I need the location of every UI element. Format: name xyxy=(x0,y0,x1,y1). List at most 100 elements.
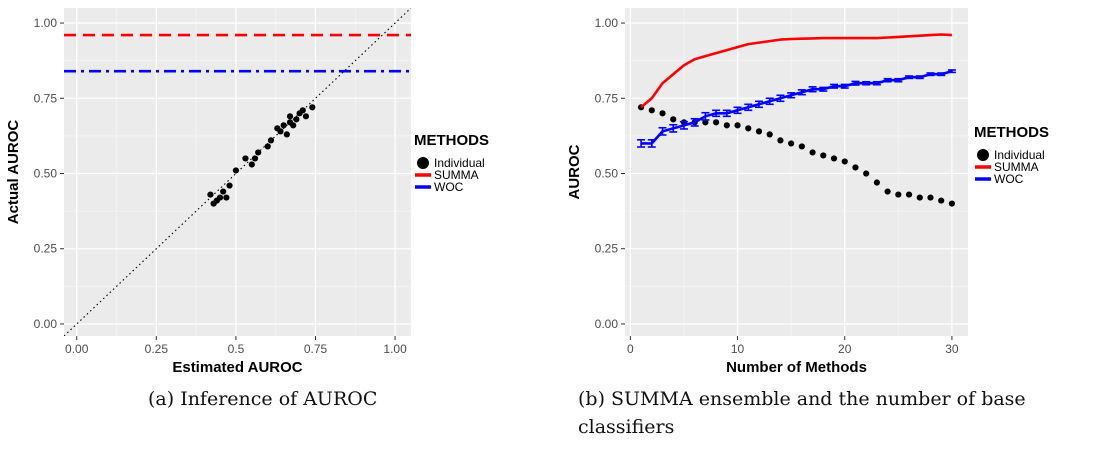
data-point xyxy=(820,152,827,159)
data-point xyxy=(299,107,306,114)
x-tick-label: 20 xyxy=(838,342,852,356)
plot-area xyxy=(637,33,956,207)
error-bar xyxy=(915,75,924,80)
legend-item-woc: WOC xyxy=(975,172,1024,186)
chart-a: 0.00 0.25 0.5 0.75 1.00 0.00 0.25 0.50 0.75 1.00 E… xyxy=(5,8,489,376)
data-point xyxy=(755,128,763,135)
y-tick-label: 0.25 xyxy=(595,242,619,256)
legend-item-individual: Individual xyxy=(977,148,1045,162)
y-tick-label: 1.00 xyxy=(595,16,619,30)
legend-label: WOC xyxy=(434,180,464,194)
data-point xyxy=(723,122,730,129)
data-point xyxy=(852,164,859,171)
error-bar xyxy=(647,139,656,148)
y-tick-label: 0.25 xyxy=(34,242,58,256)
data-point xyxy=(248,161,255,168)
error-bar xyxy=(658,126,667,136)
data-point xyxy=(745,125,752,132)
plot-background xyxy=(625,8,968,336)
data-point xyxy=(734,122,741,129)
data-point xyxy=(286,113,294,120)
data-point xyxy=(283,131,290,138)
error-bar xyxy=(744,103,753,112)
error-bar xyxy=(637,139,646,148)
y-tick-label: 0.50 xyxy=(595,167,619,181)
data-point xyxy=(788,140,795,147)
data-point xyxy=(777,137,784,144)
error-bar xyxy=(872,80,881,86)
legend-label: WOC xyxy=(994,172,1024,186)
legend-item-summa: SUMMA xyxy=(415,168,479,182)
plot-area xyxy=(64,8,411,336)
y-tick-label: 0.75 xyxy=(595,91,619,105)
caption-b-line1: (b) SUMMA ensemble and the number of bas… xyxy=(578,388,1026,410)
data-point xyxy=(232,167,240,174)
error-bar xyxy=(765,97,774,106)
data-point xyxy=(713,119,720,126)
data-point xyxy=(277,128,284,135)
series-summa-line xyxy=(640,33,952,109)
data-point xyxy=(905,191,913,198)
data-point xyxy=(841,158,848,165)
error-bar xyxy=(851,80,860,86)
legend-item-woc: WOC xyxy=(415,180,464,194)
error-bar xyxy=(840,83,849,89)
data-point xyxy=(702,119,709,126)
chart-b: 0 10 20 30 0.00 0.25 0.50 0.75 1.00 Number of Met… xyxy=(566,8,1049,376)
data-point xyxy=(659,110,666,117)
x-tick-label: 0.5 xyxy=(228,342,245,356)
data-point xyxy=(264,143,271,150)
x-tick-label: 30 xyxy=(945,342,959,356)
data-point xyxy=(220,188,227,195)
data-point xyxy=(309,104,316,111)
error-bar xyxy=(819,86,828,92)
x-tick-label: 1.00 xyxy=(383,342,407,356)
x-tick-label: 0 xyxy=(627,342,634,356)
data-point xyxy=(873,179,880,186)
data-point xyxy=(290,122,297,129)
y-tick-label: 0.00 xyxy=(34,317,58,331)
caption-b-line2: classifiers xyxy=(578,416,674,438)
legend-item-summa: SUMMA xyxy=(975,160,1039,174)
y-tick-label: 1.00 xyxy=(34,16,58,30)
data-point xyxy=(293,116,300,123)
error-bar xyxy=(883,77,892,83)
data-point xyxy=(242,155,249,162)
error-bar xyxy=(776,94,785,103)
error-bar xyxy=(862,80,871,86)
x-tick-label: 0.25 xyxy=(145,342,169,356)
series-woc-line xyxy=(641,69,953,145)
data-point xyxy=(267,137,275,144)
error-bar xyxy=(669,123,678,133)
y-tick-label: 0.75 xyxy=(34,91,58,105)
y-tick-label: 0.00 xyxy=(595,317,619,331)
error-bar xyxy=(701,111,710,121)
x-axis-title: Number of Methods xyxy=(726,359,867,376)
data-point xyxy=(895,191,902,198)
data-point xyxy=(255,149,262,156)
data-point xyxy=(809,149,816,156)
legend-key-point xyxy=(417,157,429,169)
legend-title: METHODS xyxy=(414,132,489,149)
data-point xyxy=(216,194,224,201)
data-point xyxy=(863,170,870,177)
error-bar xyxy=(754,100,763,109)
x-tick-label: 0.00 xyxy=(65,342,89,356)
legend-key-point xyxy=(977,149,989,161)
x-axis-title: Estimated AUROC xyxy=(172,359,302,376)
error-bar xyxy=(830,83,839,89)
x-tick-label: 0.75 xyxy=(304,342,328,356)
data-point xyxy=(938,197,945,204)
data-point xyxy=(916,194,923,201)
legend-label: Individual xyxy=(994,148,1045,162)
data-point xyxy=(251,155,259,162)
error-bar xyxy=(808,86,817,93)
data-point xyxy=(223,194,230,201)
error-bar xyxy=(690,117,699,127)
legend-label: SUMMA xyxy=(434,168,479,182)
error-bar xyxy=(679,120,688,130)
data-point xyxy=(948,200,956,207)
x-tick-label: 10 xyxy=(731,342,745,356)
